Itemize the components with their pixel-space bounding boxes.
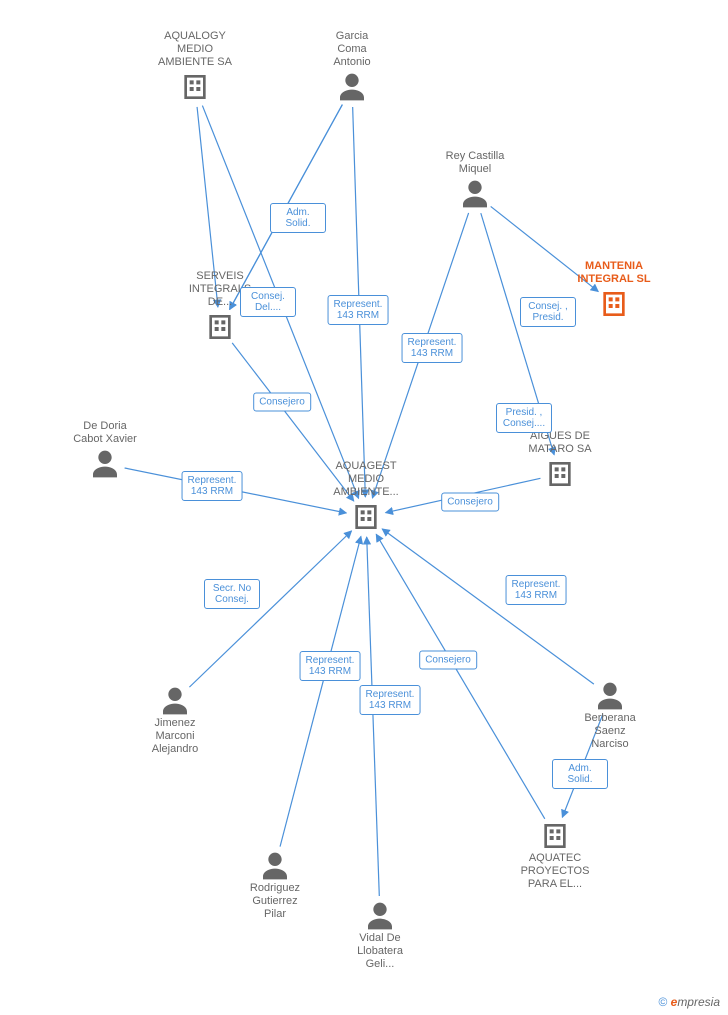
edge-label[interactable]: Represent. 143 RRM xyxy=(402,333,463,363)
network-canvas: AQUALOGY MEDIO AMBIENTE SA Garcia Coma An… xyxy=(0,0,728,1015)
node-rodriguez[interactable]: Rodriguez Gutierrez Pilar xyxy=(220,850,330,923)
node-label: MANTENIA INTEGRAL SL xyxy=(559,260,669,286)
edge-label[interactable]: Consej. , Presid. xyxy=(520,297,576,327)
building-icon xyxy=(350,501,382,533)
node-aquatec[interactable]: AQUATEC PROYECTOS PARA EL... xyxy=(500,820,610,893)
edge-label[interactable]: Represent. 143 RRM xyxy=(506,575,567,605)
footer-copyright: © empresia xyxy=(658,995,720,1009)
edge-line xyxy=(382,529,594,684)
node-aquagest[interactable]: AQUAGEST MEDIO AMBIENTE... xyxy=(311,460,421,533)
node-dedoria[interactable]: De Doria Cabot Xavier xyxy=(50,420,160,480)
person-icon xyxy=(336,71,368,103)
node-label: Rodriguez Gutierrez Pilar xyxy=(220,882,330,921)
building-icon xyxy=(179,71,211,103)
node-label: Vidal De Llobatera Geli... xyxy=(325,932,435,971)
person-icon xyxy=(594,680,626,712)
person-icon xyxy=(459,178,491,210)
edge-label[interactable]: Represent. 143 RRM xyxy=(300,651,361,681)
node-berberana[interactable]: Berberana Saenz Narciso xyxy=(555,680,665,753)
node-rey[interactable]: Rey Castilla Miquel xyxy=(420,150,530,210)
edge-label[interactable]: Consejero xyxy=(253,393,311,412)
person-icon xyxy=(259,850,291,882)
node-label: Garcia Coma Antonio xyxy=(297,30,407,69)
node-label: Jimenez Marconi Alejandro xyxy=(120,717,230,756)
edge-label[interactable]: Consejero xyxy=(419,651,477,670)
node-aigues[interactable]: AIGUES DE MATARO SA xyxy=(505,430,615,490)
node-vidal[interactable]: Vidal De Llobatera Geli... xyxy=(325,900,435,973)
edge-line xyxy=(367,537,380,896)
edge-label[interactable]: Represent. 143 RRM xyxy=(360,685,421,715)
edge-label[interactable]: Consejero xyxy=(441,493,499,512)
node-label: AQUALOGY MEDIO AMBIENTE SA xyxy=(140,30,250,69)
node-label: AIGUES DE MATARO SA xyxy=(505,430,615,456)
building-icon xyxy=(204,311,236,343)
node-jimenez[interactable]: Jimenez Marconi Alejandro xyxy=(120,685,230,758)
edge-line xyxy=(280,536,361,846)
edge-label[interactable]: Represent. 143 RRM xyxy=(328,295,389,325)
edge-label[interactable]: Represent. 143 RRM xyxy=(182,471,243,501)
node-label: Rey Castilla Miquel xyxy=(420,150,530,176)
person-icon xyxy=(159,685,191,717)
node-aqualogy[interactable]: AQUALOGY MEDIO AMBIENTE SA xyxy=(140,30,250,103)
edge-label[interactable]: Adm. Solid. xyxy=(552,759,608,789)
building-icon xyxy=(544,458,576,490)
node-garcia[interactable]: Garcia Coma Antonio xyxy=(297,30,407,103)
brand-rest: mpresia xyxy=(677,995,720,1009)
person-icon xyxy=(364,900,396,932)
edge-label[interactable]: Consej. Del.... xyxy=(240,287,296,317)
node-label: AQUATEC PROYECTOS PARA EL... xyxy=(500,852,610,891)
node-label: Berberana Saenz Narciso xyxy=(555,712,665,751)
node-label: De Doria Cabot Xavier xyxy=(50,420,160,446)
building-icon xyxy=(598,288,630,320)
building-icon xyxy=(539,820,571,852)
copyright-symbol: © xyxy=(658,995,667,1009)
person-icon xyxy=(89,448,121,480)
edge-label[interactable]: Secr. No Consej. xyxy=(204,579,260,609)
edge-label[interactable]: Presid. , Consej.... xyxy=(496,403,552,433)
node-label: AQUAGEST MEDIO AMBIENTE... xyxy=(311,460,421,499)
edge-label[interactable]: Adm. Solid. xyxy=(270,203,326,233)
